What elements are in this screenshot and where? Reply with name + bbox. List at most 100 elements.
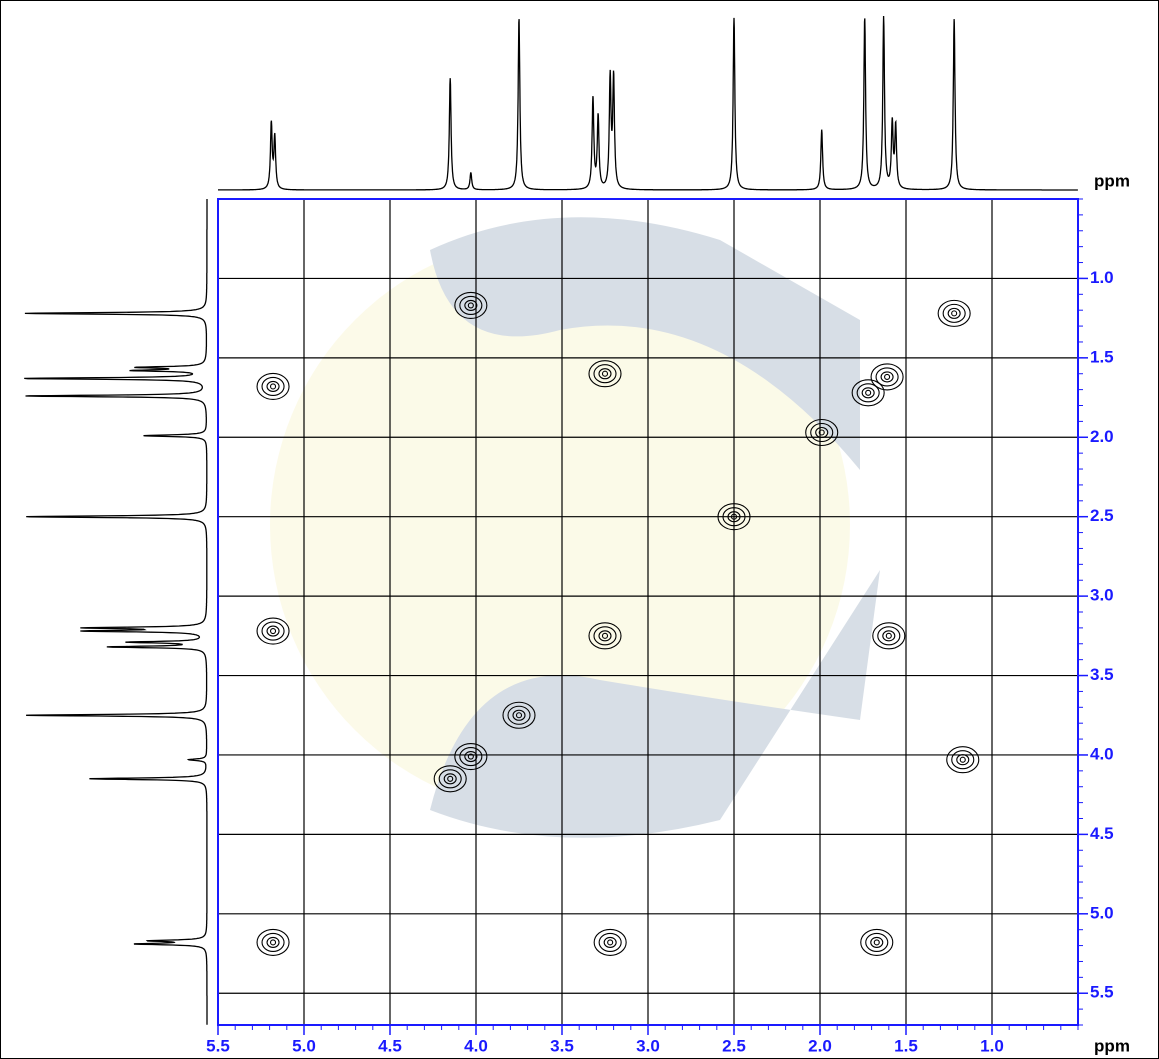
x-tick-label: 4.0: [464, 1036, 488, 1055]
y-tick-label: 5.5: [1090, 983, 1114, 1002]
x-tick-label: 4.5: [378, 1036, 402, 1055]
y-tick-label: 3.5: [1090, 665, 1114, 684]
contour: [266, 380, 280, 392]
contour: [266, 936, 280, 948]
cross-peak: [937, 299, 971, 327]
x-tick-label: 5.0: [292, 1036, 316, 1055]
cross-peak: [870, 363, 904, 391]
contour: [877, 626, 901, 646]
y-tick-label: 4.0: [1090, 744, 1114, 763]
contour: [815, 426, 829, 439]
contour: [865, 389, 872, 396]
contour: [727, 511, 741, 523]
contour: [851, 379, 885, 407]
contour: [593, 928, 627, 956]
x-tick-label: 1.5: [894, 1036, 918, 1055]
x-tick-label: 3.5: [550, 1036, 574, 1055]
contour: [598, 630, 612, 642]
cross-peak: [588, 360, 622, 388]
y-tick-label: 5.0: [1090, 903, 1114, 922]
contour: [438, 769, 462, 789]
y-tick-label: 1.0: [1090, 268, 1114, 287]
contour: [447, 775, 454, 782]
x-tick-label: 3.0: [636, 1036, 660, 1055]
contour: [865, 932, 889, 952]
contour: [261, 932, 285, 952]
contour: [730, 513, 738, 520]
cross-peak: [502, 701, 536, 729]
contour: [951, 750, 975, 770]
contour: [502, 701, 536, 729]
contour: [588, 360, 622, 388]
contour: [717, 503, 751, 531]
contour: [946, 746, 980, 774]
contour: [870, 936, 884, 948]
contour: [860, 928, 894, 956]
contour: [875, 367, 899, 387]
contour: [942, 303, 966, 323]
contour: [601, 632, 609, 639]
contour: [443, 773, 457, 785]
contour: [256, 617, 290, 645]
contour: [256, 372, 290, 400]
contour: [593, 364, 617, 384]
contour: [512, 709, 526, 721]
contour: [818, 429, 825, 436]
cross-peak: [860, 928, 894, 956]
contour: [603, 936, 617, 948]
x-tick-label: 5.5: [206, 1036, 230, 1055]
contour: [884, 373, 891, 380]
contour: [467, 302, 474, 309]
contour: [507, 705, 531, 725]
contour: [593, 626, 617, 646]
contour: [269, 628, 277, 635]
contour: [464, 750, 478, 763]
top-projection: [218, 16, 1078, 191]
x-tick-label: 2.0: [808, 1036, 832, 1055]
contour: [261, 376, 285, 396]
contour: [598, 932, 622, 952]
y-tick-label: 2.0: [1090, 427, 1114, 446]
contour: [872, 622, 906, 650]
left-projection: [24, 199, 208, 1025]
contour: [459, 746, 483, 767]
contour: [607, 939, 614, 946]
y-axis-label: ppm: [1094, 171, 1130, 190]
contour: [882, 630, 896, 642]
cross-peak: [256, 928, 290, 956]
contour: [467, 753, 474, 760]
contour: [810, 422, 834, 443]
watermark-arc: [430, 217, 860, 470]
contour: [885, 632, 892, 639]
y-tick-label: 1.5: [1090, 347, 1114, 366]
contour: [880, 371, 894, 383]
contour: [937, 299, 971, 327]
contour: [956, 754, 970, 766]
contour: [454, 291, 488, 319]
contour: [722, 507, 746, 527]
x-tick-label: 2.5: [722, 1036, 746, 1055]
contour: [269, 383, 277, 390]
contour: [433, 765, 467, 793]
cross-peak: [454, 742, 488, 771]
cross-peak: [851, 379, 885, 407]
watermark-arc: [430, 570, 880, 838]
cross-peak: [805, 418, 839, 447]
y-tick-label: 2.5: [1090, 506, 1114, 525]
cross-peak: [588, 622, 622, 650]
contour: [959, 756, 966, 763]
cross-peak: [256, 372, 290, 400]
contour: [459, 295, 483, 315]
y-tick-label: 4.5: [1090, 824, 1114, 843]
plot-border: [217, 198, 1079, 1026]
x-axis-label: ppm: [1094, 1036, 1130, 1055]
cross-peak: [593, 928, 627, 956]
cross-peak: [717, 503, 751, 531]
contour: [805, 418, 839, 447]
y-tick-label: 3.0: [1090, 586, 1114, 605]
cross-peak: [433, 765, 467, 793]
contour: [601, 370, 609, 377]
cross-peak: [872, 622, 906, 650]
